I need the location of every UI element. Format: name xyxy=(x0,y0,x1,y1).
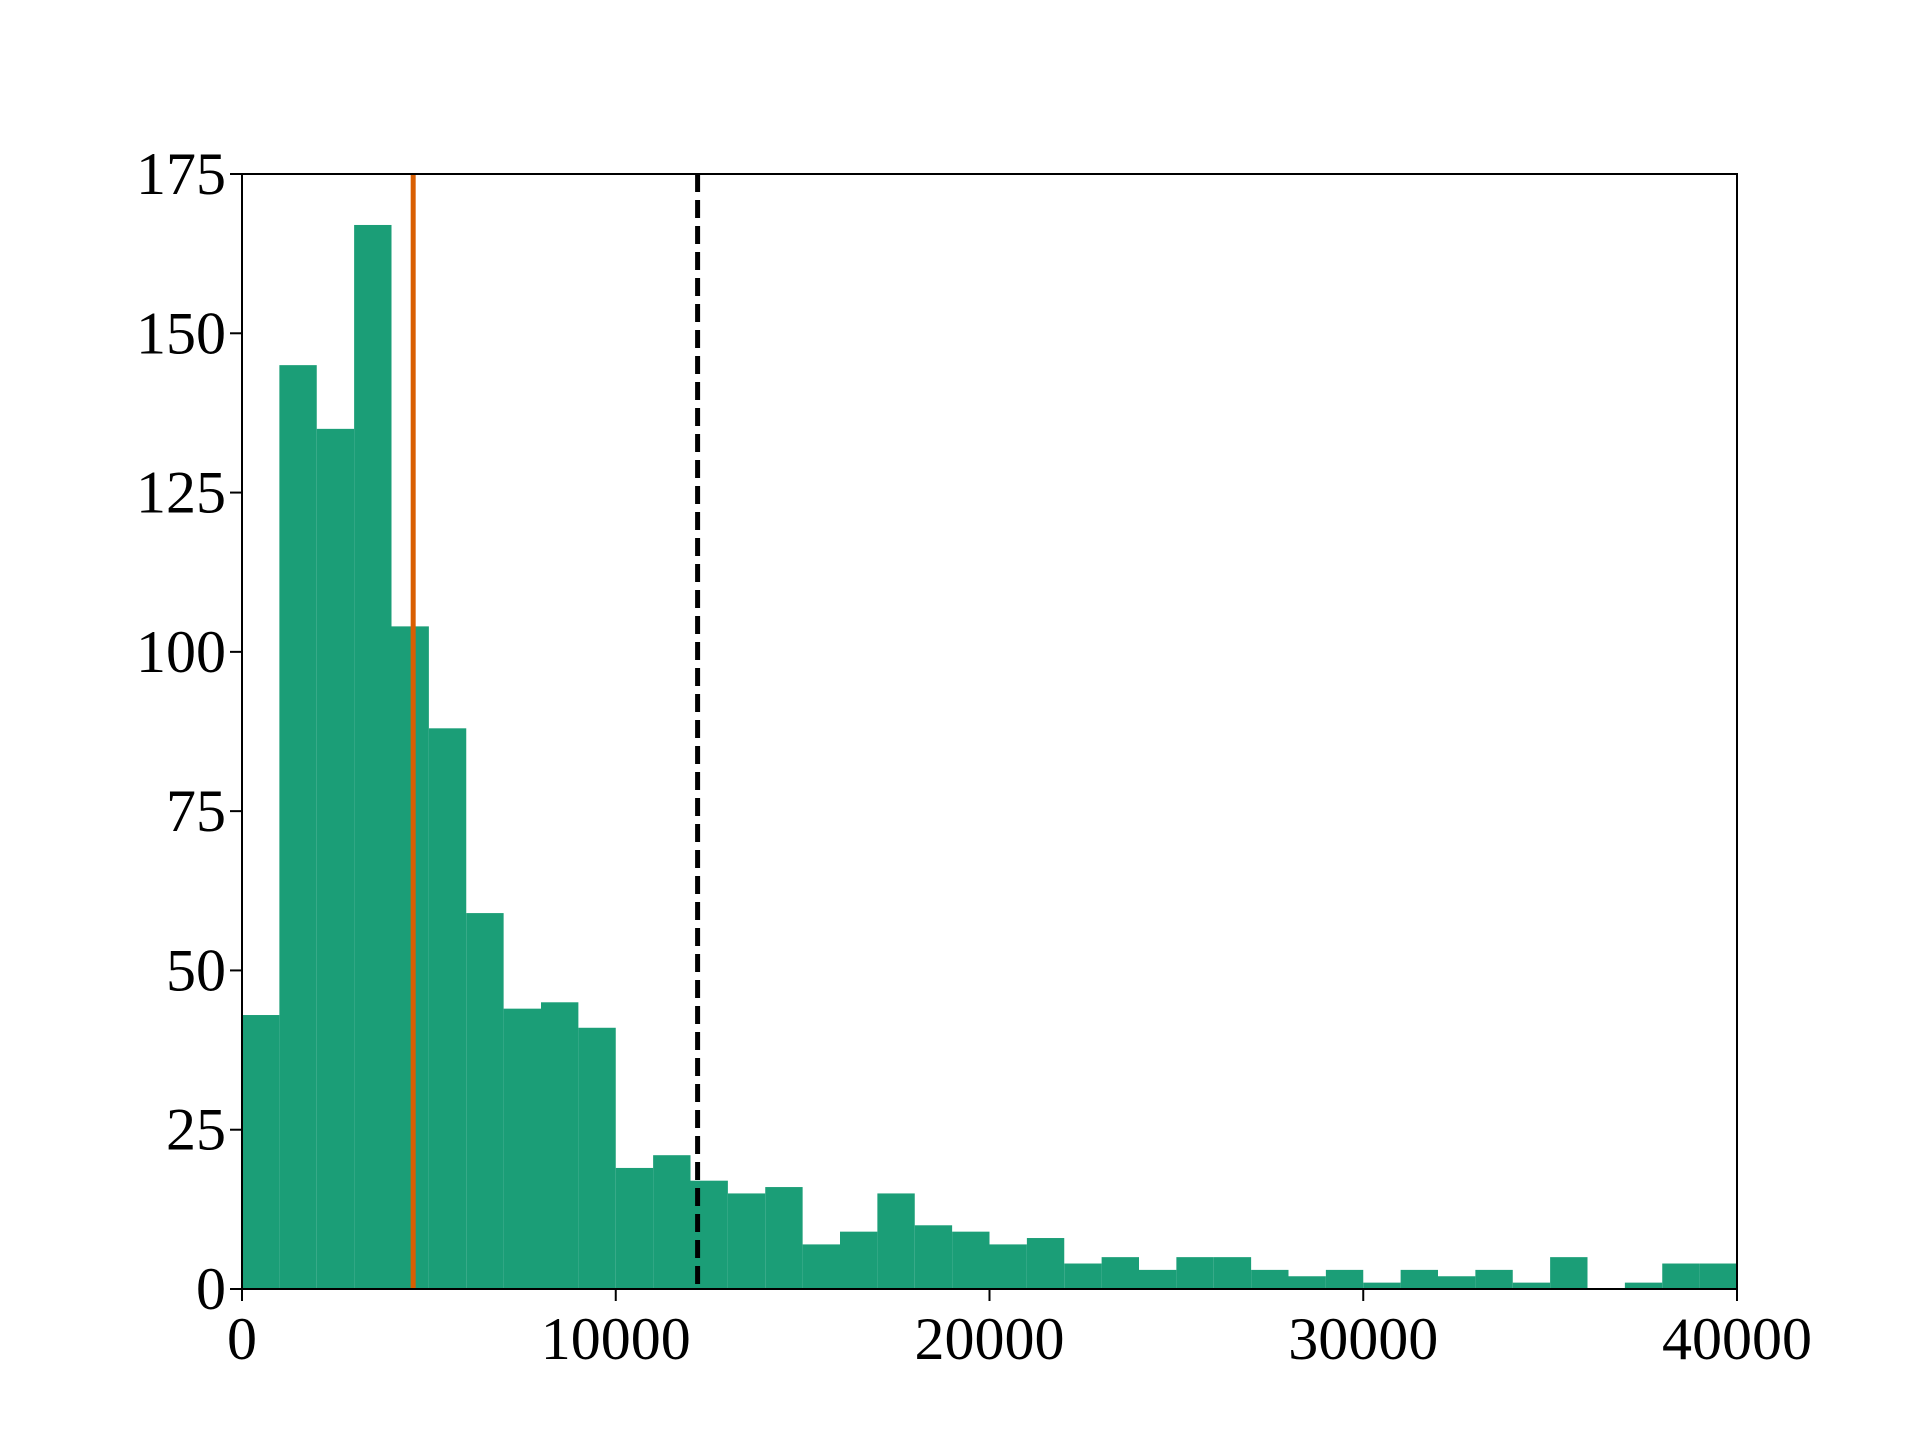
bar xyxy=(279,365,317,1290)
bar xyxy=(1400,1269,1438,1289)
bar xyxy=(765,1187,803,1289)
bar xyxy=(1363,1282,1401,1289)
bar xyxy=(1512,1282,1551,1289)
bar xyxy=(1662,1263,1700,1289)
bar xyxy=(1624,1282,1663,1289)
bar xyxy=(1288,1276,1326,1289)
bar xyxy=(615,1167,654,1289)
bar xyxy=(1176,1257,1214,1289)
y-tick-label: 150 xyxy=(136,300,226,366)
bar xyxy=(914,1225,953,1289)
y-tick-label: 125 xyxy=(136,460,226,526)
bar xyxy=(1213,1257,1252,1289)
bar xyxy=(1064,1263,1102,1289)
bar xyxy=(391,626,429,1289)
bar xyxy=(1026,1238,1065,1289)
x-tick-label: 40000 xyxy=(1662,1306,1812,1372)
bar xyxy=(840,1231,878,1289)
y-tick-label: 175 xyxy=(136,141,226,207)
bar xyxy=(541,1002,579,1289)
bar xyxy=(354,224,392,1289)
bar xyxy=(242,1015,280,1289)
bar xyxy=(466,913,504,1289)
x-tick-label: 10000 xyxy=(541,1306,691,1372)
x-tick-label: 20000 xyxy=(915,1306,1065,1372)
bar xyxy=(877,1193,915,1289)
bar xyxy=(316,428,355,1289)
bar xyxy=(653,1155,691,1289)
bar xyxy=(428,728,467,1289)
bar xyxy=(1699,1263,1737,1289)
y-tick-label: 75 xyxy=(166,778,226,844)
y-tick-label: 100 xyxy=(136,619,226,685)
bar xyxy=(1101,1257,1139,1289)
y-tick-label: 50 xyxy=(166,937,226,1003)
x-tick-label: 0 xyxy=(227,1306,257,1372)
bar xyxy=(727,1193,766,1289)
bar xyxy=(1139,1269,1177,1289)
bar xyxy=(802,1244,840,1289)
x-tick-label: 30000 xyxy=(1288,1306,1438,1372)
y-tick-label: 0 xyxy=(196,1256,226,1322)
bar xyxy=(1251,1269,1289,1289)
bar xyxy=(1475,1269,1513,1289)
bar xyxy=(1550,1257,1588,1289)
bar xyxy=(578,1027,616,1289)
bar xyxy=(1325,1269,1364,1289)
bar xyxy=(503,1008,541,1289)
bar xyxy=(952,1231,990,1289)
bar xyxy=(1438,1276,1476,1289)
y-tick-label: 25 xyxy=(166,1097,226,1163)
bar xyxy=(989,1244,1027,1289)
